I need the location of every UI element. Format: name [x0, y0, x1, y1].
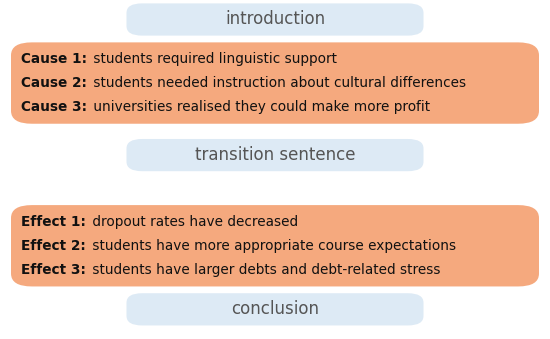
- FancyBboxPatch shape: [11, 42, 539, 124]
- Text: conclusion: conclusion: [231, 300, 319, 318]
- Text: Cause 2:: Cause 2:: [21, 76, 87, 90]
- FancyBboxPatch shape: [11, 205, 539, 286]
- Text: Cause 3:: Cause 3:: [21, 100, 87, 114]
- FancyBboxPatch shape: [126, 139, 424, 171]
- FancyBboxPatch shape: [126, 293, 424, 325]
- Text: students have larger debts and debt-related stress: students have larger debts and debt-rela…: [88, 262, 441, 277]
- Text: students required linguistic support: students required linguistic support: [89, 52, 337, 66]
- Text: Effect 3:: Effect 3:: [21, 262, 86, 277]
- Text: students have more appropriate course expectations: students have more appropriate course ex…: [88, 239, 456, 253]
- Text: Effect 2:: Effect 2:: [21, 239, 86, 253]
- Text: transition sentence: transition sentence: [195, 146, 355, 164]
- Text: universities realised they could make more profit: universities realised they could make mo…: [89, 100, 430, 114]
- Text: students needed instruction about cultural differences: students needed instruction about cultur…: [89, 76, 466, 90]
- Text: dropout rates have decreased: dropout rates have decreased: [88, 215, 298, 229]
- Text: Effect 1:: Effect 1:: [21, 215, 86, 229]
- Text: Cause 1:: Cause 1:: [21, 52, 87, 66]
- FancyBboxPatch shape: [126, 3, 424, 36]
- Text: introduction: introduction: [225, 11, 325, 28]
